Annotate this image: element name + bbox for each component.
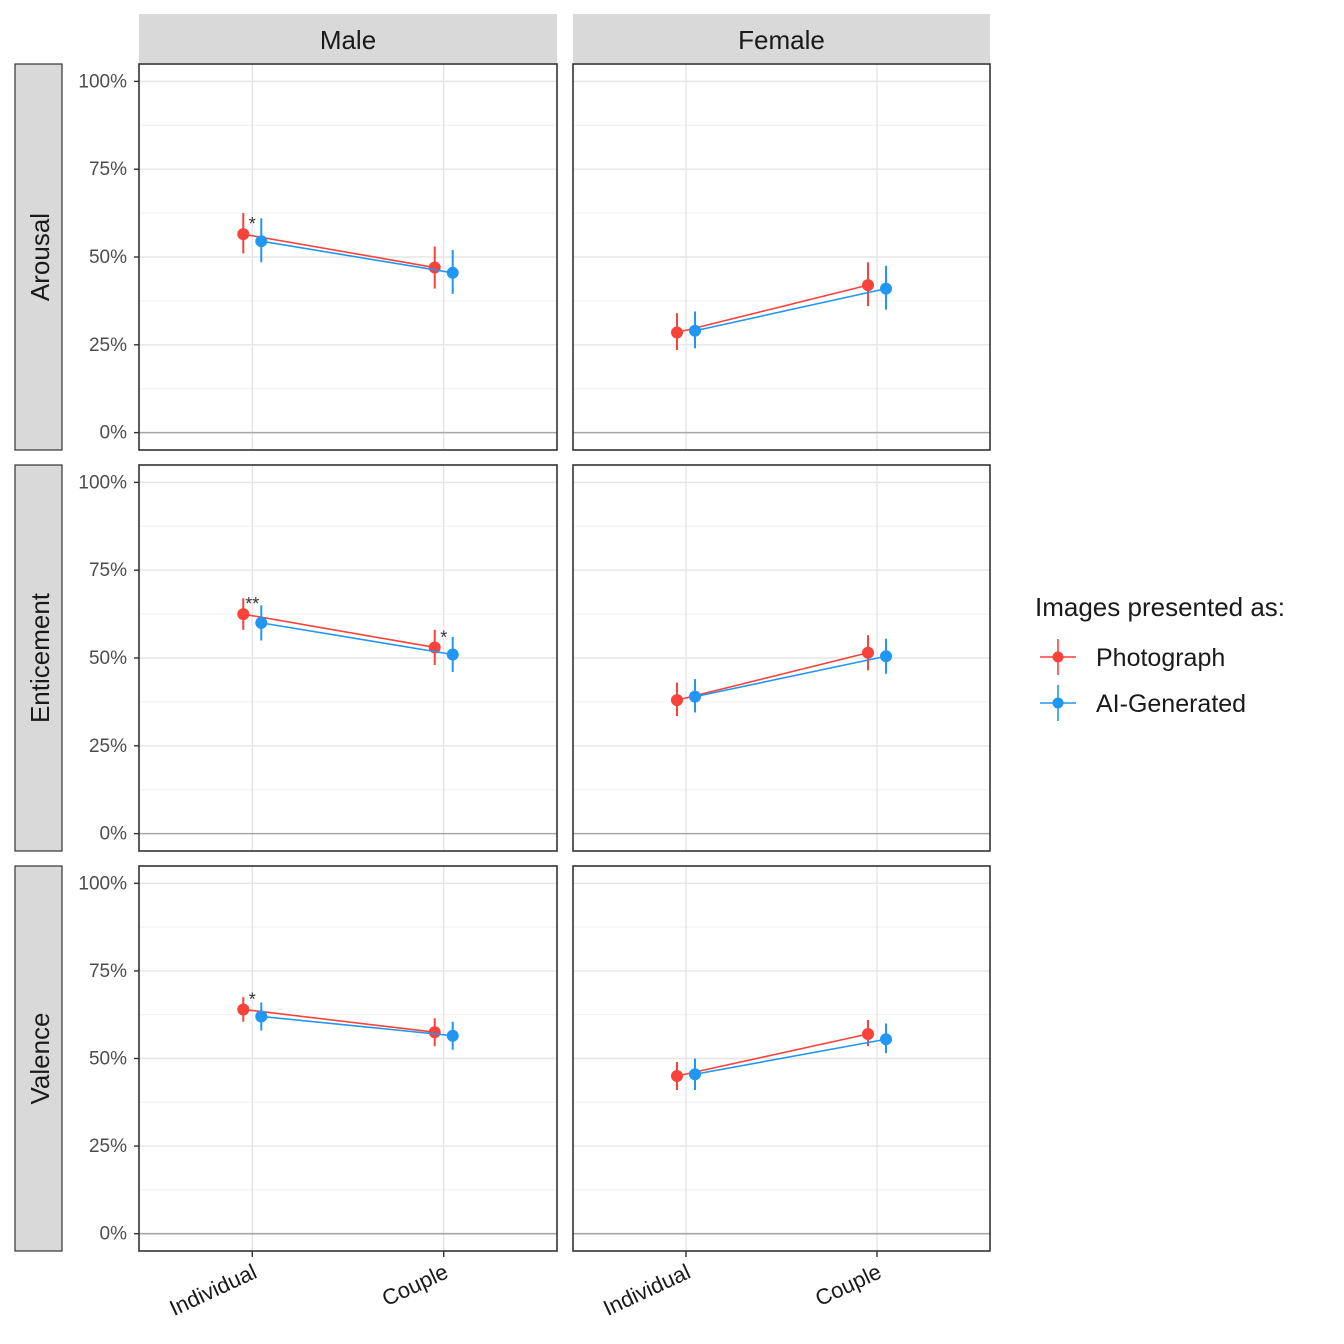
panel-enticement-male-ai-generated-point-individual <box>255 616 268 629</box>
panel-enticement-male-significance-couple: * <box>440 627 447 647</box>
panel-enticement-female-photograph-point-couple <box>861 646 874 659</box>
y-tick-label-enticement-0: 0% <box>100 824 128 845</box>
y-tick-label-enticement-75: 75% <box>89 560 127 581</box>
facet-strip-label-male: Male <box>320 25 376 55</box>
legend-key-point-ai-generated <box>1052 697 1064 709</box>
facet-strip-valence <box>14 865 63 1252</box>
panel-valence-male-ai-generated-point-individual <box>255 1010 268 1023</box>
y-tick-label-enticement-50: 50% <box>89 648 127 669</box>
legend-label-ai-generated: AI-Generated <box>1096 690 1246 718</box>
panel-enticement-female-photograph-line <box>676 651 869 701</box>
y-tick-label-valence-75: 75% <box>89 961 127 982</box>
panel-arousal-female-border <box>572 63 991 451</box>
panel-arousal-female-ai-generated-point-individual <box>689 324 702 337</box>
y-tick-label-arousal-25: 25% <box>89 335 127 356</box>
panel-enticement-male-photograph-point-individual <box>237 608 250 621</box>
y-tick-label-enticement-25: 25% <box>89 736 127 757</box>
panel-arousal-male-photograph-point-individual <box>237 228 250 241</box>
panel-arousal-female-photograph-line <box>676 284 869 334</box>
y-tick-label-arousal-75: 75% <box>89 159 127 180</box>
facet-strip-label-female: Female <box>738 25 825 55</box>
panel-enticement-female-ai-generated-line <box>694 655 887 698</box>
panel-arousal-female-ai-generated-point-couple <box>879 282 892 295</box>
y-tick-label-valence-0: 0% <box>100 1224 128 1245</box>
panel-enticement-female-ai-generated-point-individual <box>689 690 702 703</box>
facet-strip-label-enticement: Enticement <box>25 592 55 723</box>
y-tick-label-arousal-100: 100% <box>78 71 127 92</box>
panel-valence-female-photograph-point-couple <box>861 1027 874 1040</box>
panel-enticement-female-photograph-point-individual <box>671 694 684 707</box>
panel-valence-female-ai-generated-point-individual <box>689 1068 702 1081</box>
panel-valence-female-photograph-point-individual <box>671 1070 684 1083</box>
x-tick-label-female-individual: Individual <box>599 1259 694 1321</box>
panel-valence-male-ai-generated-line <box>261 1015 453 1037</box>
panel-arousal-female-ai-generated-line <box>694 287 887 332</box>
panel-arousal-male-significance-individual: * <box>249 214 256 234</box>
legend-label-photograph: Photograph <box>1096 644 1225 672</box>
facet-strip-female <box>573 14 990 63</box>
panel-enticement-male-photograph-line <box>243 613 435 649</box>
panel-valence-male-significance-individual: * <box>249 989 256 1009</box>
y-tick-label-arousal-50: 50% <box>89 247 127 268</box>
panel-arousal-male-ai-generated-point-couple <box>446 266 459 279</box>
legend-key-point-photograph <box>1052 651 1064 663</box>
panel-arousal-female-photograph-point-couple <box>861 279 874 292</box>
facet-strip-arousal <box>14 63 63 451</box>
panel-valence-male-photograph-point-couple <box>428 1026 441 1039</box>
panel-valence-female-ai-generated-line <box>694 1038 887 1076</box>
panel-arousal-male-ai-generated-line <box>261 240 453 274</box>
panel-valence-female-photograph-line <box>676 1033 869 1077</box>
y-tick-label-valence-100: 100% <box>78 873 127 894</box>
facet-strip-label-valence: Valence <box>25 1012 55 1104</box>
panel-valence-male-photograph-point-individual <box>237 1003 250 1016</box>
y-tick-label-valence-50: 50% <box>89 1049 127 1070</box>
panel-valence-male-photograph-line <box>243 1008 435 1034</box>
panel-arousal-male-photograph-point-couple <box>428 261 441 274</box>
facet-strip-label-arousal: Arousal <box>25 213 55 301</box>
panel-enticement-male-ai-generated-line <box>261 622 453 656</box>
y-tick-label-arousal-0: 0% <box>100 423 128 444</box>
panel-arousal-male-photograph-line <box>243 233 435 269</box>
legend-title: Images presented as: <box>1035 592 1285 622</box>
y-tick-label-valence-25: 25% <box>89 1136 127 1157</box>
panel-valence-female-border <box>572 865 991 1252</box>
panel-enticement-female-border <box>572 464 991 852</box>
panel-arousal-female-photograph-point-individual <box>671 326 684 339</box>
panel-enticement-male-ai-generated-point-couple <box>446 648 459 661</box>
panel-valence-male-ai-generated-point-couple <box>446 1029 459 1042</box>
y-tick-label-enticement-100: 100% <box>78 472 127 493</box>
x-tick-label-male-individual: Individual <box>166 1259 261 1321</box>
panel-arousal-male-ai-generated-point-individual <box>255 235 268 248</box>
x-tick-label-male-couple: Couple <box>378 1259 452 1311</box>
facet-strip-male <box>139 14 557 63</box>
panel-enticement-female-ai-generated-point-couple <box>879 650 892 663</box>
facet-strip-enticement <box>14 464 63 852</box>
x-tick-label-female-couple: Couple <box>811 1259 885 1311</box>
panel-enticement-male-significance-individual: ** <box>245 594 259 614</box>
panel-valence-female-ai-generated-point-couple <box>879 1033 892 1046</box>
